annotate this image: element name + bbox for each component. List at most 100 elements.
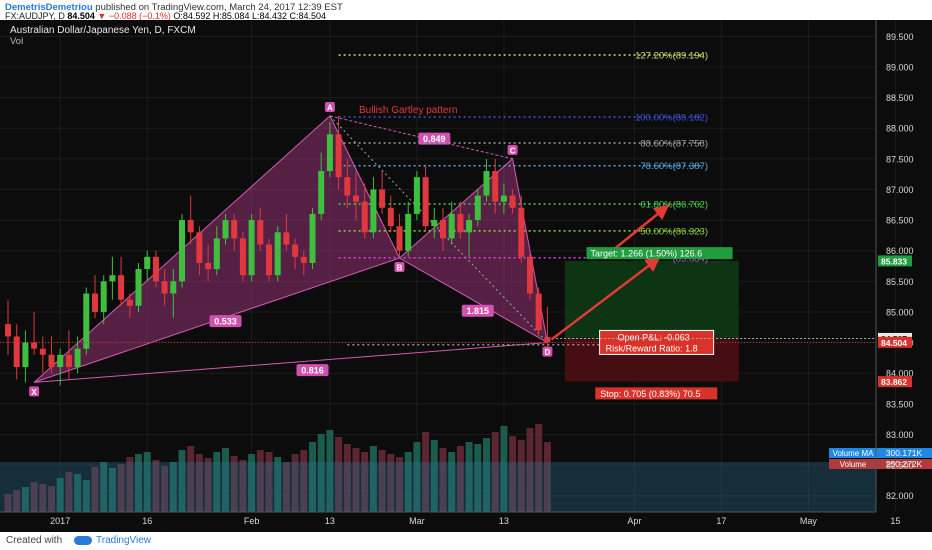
candle-body xyxy=(353,195,359,202)
volume-bar xyxy=(4,494,12,512)
volume-bar xyxy=(291,454,299,512)
volume-pane xyxy=(0,424,876,512)
volume-bar xyxy=(326,430,334,512)
candle-body xyxy=(370,189,377,233)
volume-bar xyxy=(265,452,273,512)
volume-bar xyxy=(48,486,55,512)
time-axis[interactable]: 2017 16 Feb 13 Mar 13 Apr 17 May 15 xyxy=(0,511,900,526)
time-tick-label: 15 xyxy=(890,516,900,526)
price-tick-label: 85.500 xyxy=(886,277,914,287)
published-info: published on TradingView.com, March 24, … xyxy=(95,2,343,13)
candle-body xyxy=(509,195,516,208)
volume-bar xyxy=(108,468,116,512)
price-tick-label: 88.500 xyxy=(886,93,914,103)
candle-body xyxy=(379,189,386,208)
candle-body xyxy=(92,293,98,312)
pattern-point-label: X xyxy=(31,388,37,397)
candle-body xyxy=(300,256,307,263)
overlays: Target: 1.266 (1.50%) 126.6 Open P&L: -0.… xyxy=(0,203,932,469)
time-tick-label: May xyxy=(800,516,818,526)
author-link[interactable]: DemetrisDemetriou xyxy=(5,2,93,13)
candle-body xyxy=(387,207,394,227)
volume-bar xyxy=(352,448,360,512)
pattern-point-box xyxy=(394,262,405,273)
pattern-line-ad xyxy=(329,115,548,343)
target-zone xyxy=(564,260,739,339)
arrow-to-target-1 xyxy=(550,255,662,341)
price-tick-label: 82.000 xyxy=(886,491,914,501)
candle-body xyxy=(31,342,38,349)
pattern-line-xd xyxy=(34,342,548,383)
time-tick-label: Mar xyxy=(409,516,425,526)
volume-bar xyxy=(56,478,64,512)
pattern-ratio-label: 1.815 xyxy=(467,306,490,316)
pattern-ratio-box xyxy=(209,315,242,328)
volume-bar xyxy=(187,446,195,512)
volume-bar xyxy=(248,454,256,512)
candle-body xyxy=(309,213,316,263)
volume-bar xyxy=(404,452,412,512)
stop-label-box xyxy=(595,387,718,400)
arrow-to-target-2 xyxy=(607,203,670,255)
candle-body xyxy=(413,177,420,214)
fib-label: 50.00%(86.323) xyxy=(640,226,708,237)
candle-body xyxy=(74,348,81,368)
volume-bar xyxy=(491,432,499,512)
price-tag-label: 83.862 xyxy=(881,377,907,387)
volume-bar xyxy=(343,444,351,512)
fib-label: 78.60%(87.387) xyxy=(640,161,708,172)
pattern-point-box xyxy=(324,101,335,112)
price-tag-label: 85.833 xyxy=(881,256,907,266)
tradingview-logo-icon xyxy=(74,536,92,545)
candle-body xyxy=(65,354,72,368)
volume-legend-value: 300.171K xyxy=(886,448,923,458)
candle-body xyxy=(396,226,403,251)
candle-body xyxy=(22,342,29,368)
price-tick-label: 87.000 xyxy=(886,185,914,195)
volume-bar xyxy=(300,450,308,512)
candle-body xyxy=(440,220,446,239)
volume-bar xyxy=(74,474,82,512)
time-tick-label: Feb xyxy=(244,516,260,526)
volume-bar xyxy=(517,440,525,512)
pattern-ratio-label: 0.816 xyxy=(301,366,324,376)
volume-bar xyxy=(213,452,221,512)
footer-brand[interactable]: TradingView xyxy=(96,535,152,546)
volume-bar xyxy=(309,442,316,512)
candle-body xyxy=(248,220,255,276)
volume-bar xyxy=(535,424,543,512)
time-tick-label: 13 xyxy=(325,516,335,526)
symbol-label: FX:AUDJPY, D xyxy=(5,11,65,21)
price-tick-label: 83.000 xyxy=(886,430,914,440)
target-label-box xyxy=(586,247,733,260)
candle-body xyxy=(344,177,351,196)
candle-body xyxy=(170,281,177,294)
volume-legend-name: Volume MA xyxy=(833,449,875,458)
chart[interactable]: X A B C D 0.533 0.849 1.815 0.816 Bullish Gartley… xyxy=(0,20,932,532)
volume-bar xyxy=(13,490,21,512)
candle-body xyxy=(266,244,272,276)
candle-body xyxy=(335,134,342,178)
volume-bar xyxy=(483,438,490,512)
pattern-ratio-box xyxy=(461,304,494,317)
ohlc-values: O:84.592 H:85.084 L:84.432 C:84.504 xyxy=(173,11,327,21)
pattern-point-label: D xyxy=(545,348,551,357)
candle-body xyxy=(274,232,281,276)
pattern-name: Bullish Gartley pattern xyxy=(359,105,457,116)
price-tick-label: 82.500 xyxy=(886,461,914,471)
volume-bar xyxy=(100,462,108,512)
candle-body xyxy=(448,213,455,239)
candle-body xyxy=(544,336,551,343)
fib-label: 88.60%(87.758) xyxy=(640,139,708,150)
volume-bar xyxy=(30,482,38,512)
candle-body xyxy=(535,293,542,331)
volume-legend-name-box xyxy=(829,459,877,469)
chart-subtitle: Vol xyxy=(10,36,23,47)
price-tick-label: 86.500 xyxy=(886,216,914,226)
price-tick-label: 85.000 xyxy=(886,307,914,317)
volume-bar xyxy=(178,450,186,512)
candle-body xyxy=(318,171,325,214)
candle-body xyxy=(135,269,142,306)
pnl-label: Open P&L: -0.063 xyxy=(618,332,690,342)
volume-bar xyxy=(161,466,169,512)
